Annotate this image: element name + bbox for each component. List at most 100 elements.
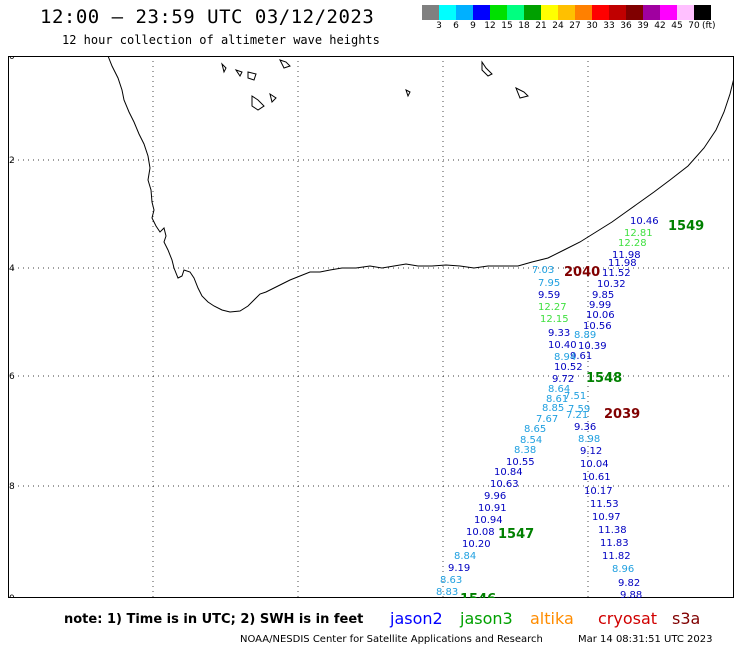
satellite-legend-altika: altika <box>530 609 574 628</box>
colorbar-swatch <box>507 5 524 20</box>
colorbar-swatch <box>524 5 541 20</box>
wave-height-label: 10.40 <box>548 340 577 351</box>
wave-height-label: 10.06 <box>586 310 615 321</box>
colorbar-tick-label: 21 <box>535 21 547 31</box>
wave-height-label: 10.94 <box>474 515 503 526</box>
wave-height-label: 9.72 <box>552 374 574 385</box>
satellite-legend-s3a: s3a <box>672 609 701 628</box>
colorbar-tick-label: 39 <box>637 21 649 31</box>
wave-height-label: 10.17 <box>584 486 613 497</box>
satellite-legend-cryosat: cryosat <box>598 609 658 628</box>
wave-height-label: 9.85 <box>592 290 614 301</box>
wave-height-label: 10.97 <box>592 512 621 523</box>
satellite-legend-jason3: jason3 <box>460 609 513 628</box>
wave-height-label: 10.32 <box>597 279 626 290</box>
colorbar-tick-label: 6 <box>453 21 459 31</box>
wave-height-label: 9.28 <box>8 56 30 59</box>
wave-height-label: 10.61 <box>582 472 611 483</box>
colorbar-swatch <box>490 5 507 20</box>
pass-labels: 1549 2040 1548 2039 1547 1546 <box>460 219 704 598</box>
colorbar-swatch <box>473 5 490 20</box>
wave-height-label: 10.04 <box>580 459 609 470</box>
colorbar-swatch <box>541 5 558 20</box>
colorbar-tick-label: 15 <box>501 21 513 31</box>
latitude-label: -40 <box>8 594 15 598</box>
wave-height-label: 10.08 <box>466 527 495 538</box>
wave-height-label: 10.20 <box>462 539 491 550</box>
wave-height-label: 9.99 <box>589 300 611 311</box>
wave-height-label: 9.82 <box>618 578 640 589</box>
wave-height-label: 9.19 <box>448 563 470 574</box>
colorbar <box>422 5 711 20</box>
page-subtitle: 12 hour collection of altimeter wave hei… <box>62 33 380 47</box>
page-title: 12:00 – 23:59 UTC 03/12/2023 <box>40 6 375 28</box>
graticule <box>8 56 734 598</box>
wave-height-label: 10.91 <box>478 503 507 514</box>
latitude-label: -30 <box>8 56 15 62</box>
colorbar-swatch <box>439 5 456 20</box>
latitude-labels: -30 -32 -34 -36 -38 -40 <box>8 56 15 598</box>
latitude-label: -32 <box>8 156 15 166</box>
latitude-label: -36 <box>8 372 15 382</box>
pass-number-label: 1549 <box>668 219 704 234</box>
coastline <box>107 56 734 313</box>
wave-height-label: 9.61 <box>570 351 592 362</box>
wave-height-label: 7.59 <box>568 404 590 415</box>
wave-height-label: 12.81 <box>624 228 653 239</box>
coastline-islands <box>221 59 529 111</box>
colorbar-swatch <box>609 5 626 20</box>
wave-height-label: 7.51 <box>564 391 586 402</box>
wave-height-label: 11.98 <box>608 258 637 269</box>
colorbar-tick-label: 12 <box>484 21 496 31</box>
wave-height-label: 8.89 <box>574 330 596 341</box>
colorbar-tick-label: 70 <box>688 21 700 31</box>
pass-number-label: 1546 <box>460 592 496 598</box>
wave-height-label: 10.39 <box>578 341 607 352</box>
wave-height-label: 12.15 <box>540 314 569 325</box>
colorbar-tick-label: 18 <box>518 21 530 31</box>
colorbar-swatch <box>422 5 439 20</box>
wave-height-label: 10.56 <box>583 321 612 332</box>
colorbar-swatch <box>592 5 609 20</box>
wave-height-label: 8.85 <box>542 403 564 414</box>
wave-height-label: 9.59 <box>538 290 560 301</box>
wave-height-label: 7.67 <box>536 414 558 425</box>
pass-number-label: 2039 <box>604 407 640 422</box>
wave-height-label: 8.38 <box>514 445 536 456</box>
wave-height-label: 12.28 <box>618 238 647 249</box>
wave-height-label: 8.84 <box>454 551 476 562</box>
wave-height-label: 11.38 <box>598 525 627 536</box>
wave-height-label: 8.94 <box>554 352 576 363</box>
colorbar-tick-label: 45 <box>671 21 683 31</box>
latitude-label: -38 <box>8 482 15 492</box>
wave-height-label: 11.83 <box>600 538 629 549</box>
footer-note: note: 1) Time is in UTC; 2) SWH is in fe… <box>64 612 364 627</box>
colorbar-swatch <box>660 5 677 20</box>
wave-height-label: 9.96 <box>484 491 506 502</box>
pass-number-label: 1547 <box>498 527 534 542</box>
wave-height-label: 8.63 <box>440 575 462 586</box>
colorbar-tick-label: 36 <box>620 21 632 31</box>
colorbar-swatch <box>643 5 660 20</box>
map-border <box>8 56 734 598</box>
latitude-label: -34 <box>8 264 15 274</box>
colorbar-tick-label: 42 <box>654 21 666 31</box>
wave-height-label: 7.03 <box>532 265 554 276</box>
colorbar-swatch <box>558 5 575 20</box>
wave-height-label: 7.95 <box>538 278 560 289</box>
wave-height-label: 11.52 <box>602 268 631 279</box>
pass-number-label: 2040 <box>564 265 600 280</box>
wave-height-label: 11.82 <box>602 551 631 562</box>
wave-height-label: 8.61 <box>546 394 568 405</box>
colorbar-swatch <box>677 5 694 20</box>
colorbar-tick-label: 33 <box>603 21 615 31</box>
wave-height-label: 8.54 <box>520 435 542 446</box>
wave-height-label: 10.52 <box>554 362 583 373</box>
colorbar-ticks: 3 6 9 12 15 18 21 24 27 30 33 36 39 42 45 70 (ft) <box>422 21 740 35</box>
wave-height-label: 7.21 <box>566 410 588 421</box>
wave-height-label: 8.96 <box>612 564 634 575</box>
timestamp-text: Mar 14 08:31:51 UTC 2023 <box>578 634 713 645</box>
colorbar-swatch <box>694 5 711 20</box>
colorbar-swatch <box>456 5 473 20</box>
